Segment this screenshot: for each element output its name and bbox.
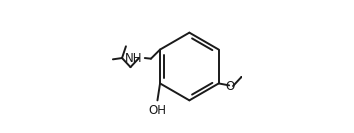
Text: O: O xyxy=(225,80,234,93)
Text: NH: NH xyxy=(125,51,142,65)
Text: OH: OH xyxy=(148,104,166,117)
